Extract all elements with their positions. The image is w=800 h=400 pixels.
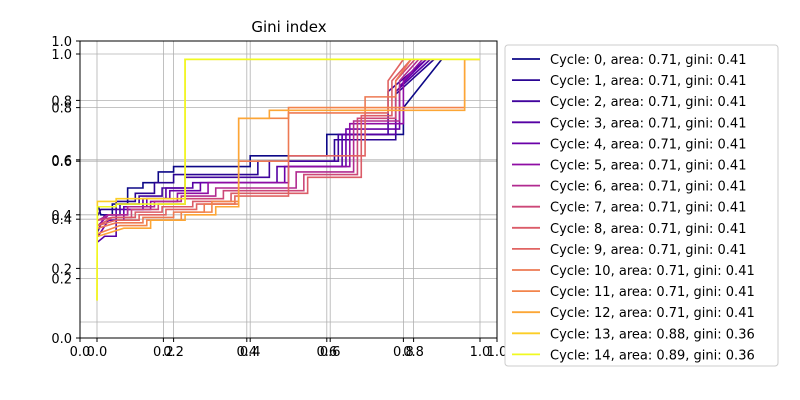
- series-line-cycle-14: [96, 58, 480, 301]
- legend-label: Cycle: 0, area: 0.71, gini: 0.41: [550, 53, 746, 68]
- x-tick-label-inner: 0.2: [163, 345, 184, 360]
- x-tick-label: 0.2: [153, 345, 174, 360]
- y-tick-label-inner: 1.0: [51, 48, 72, 63]
- legend-label: Cycle: 8, area: 0.71, gini: 0.41: [550, 222, 746, 237]
- legend-label: Cycle: 4, area: 0.71, gini: 0.41: [550, 137, 746, 152]
- x-tick-label-inner: 0.4: [240, 345, 261, 360]
- legend-label: Cycle: 3, area: 0.71, gini: 0.41: [550, 116, 746, 131]
- series-line-cycle-12: [97, 58, 480, 238]
- x-tick-label: 0.8: [403, 345, 424, 360]
- legend-label: Cycle: 2, area: 0.71, gini: 0.41: [550, 95, 746, 110]
- x-tick-label-inner: 0.0: [87, 345, 108, 360]
- y-tick-label: 0.6: [51, 154, 72, 169]
- legend: Cycle: 0, area: 0.71, gini: 0.41 Cycle: 1…: [504, 44, 779, 367]
- y-tick-label-inner: 0.2: [51, 262, 72, 277]
- y-tick-label-inner: 0.6: [51, 155, 72, 170]
- x-tick-label: 0.0: [70, 345, 91, 360]
- y-tick-label: 0.2: [51, 273, 72, 288]
- x-tick-label-inner: 0.8: [393, 345, 414, 360]
- legend-label: Cycle: 11, area: 0.71, gini: 0.41: [550, 285, 755, 300]
- y-tick-label: 0.8: [51, 94, 72, 109]
- legend-label: Cycle: 9, area: 0.71, gini: 0.41: [550, 243, 746, 258]
- y-tick-label: 0.0: [51, 332, 72, 347]
- y-tick-label-inner: 0.8: [51, 102, 72, 117]
- legend-box: [504, 44, 779, 367]
- series-line-cycle-10: [97, 58, 412, 229]
- series-line-cycle-1: [97, 58, 435, 216]
- series-line-cycle-0: [97, 58, 443, 216]
- x-tick-label-inner: 1.0: [470, 345, 491, 360]
- y-tick-label-inner: 0.4: [51, 209, 72, 224]
- axes-frame: [79, 40, 498, 339]
- legend-label: Cycle: 13, area: 0.88, gini: 0.36: [550, 327, 755, 342]
- legend-label: Cycle: 5, area: 0.71, gini: 0.41: [550, 159, 746, 174]
- chart-title: Gini index: [251, 18, 326, 36]
- axes-layer: 0.0 0.2 0.4 0.6 0.8 1.0 0.0 0.2 0.4 0.6 0.8 1.0 0.0 0…: [51, 35, 507, 360]
- series-line-cycle-3: [97, 58, 431, 243]
- y-tick-label: 0.4: [51, 213, 72, 228]
- x-tick-label-inner: 0.6: [316, 345, 337, 360]
- x-tick-label: 0.4: [236, 345, 257, 360]
- legend-label: Cycle: 10, area: 0.71, gini: 0.41: [550, 264, 755, 279]
- x-tick-label: 1.0: [487, 345, 508, 360]
- series-line-cycle-11: [97, 58, 480, 235]
- legend-label: Cycle: 6, area: 0.71, gini: 0.41: [550, 180, 746, 195]
- x-tick-label: 0.6: [320, 345, 341, 360]
- series-layer: [96, 58, 480, 301]
- legend-label: Cycle: 7, area: 0.71, gini: 0.41: [550, 201, 746, 216]
- legend-label: Cycle: 1, area: 0.71, gini: 0.41: [550, 74, 746, 89]
- legend-label: Cycle: 12, area: 0.71, gini: 0.41: [550, 306, 755, 321]
- legend-label: Cycle: 14, area: 0.89, gini: 0.36: [550, 348, 755, 363]
- y-tick-label: 1.0: [51, 35, 72, 50]
